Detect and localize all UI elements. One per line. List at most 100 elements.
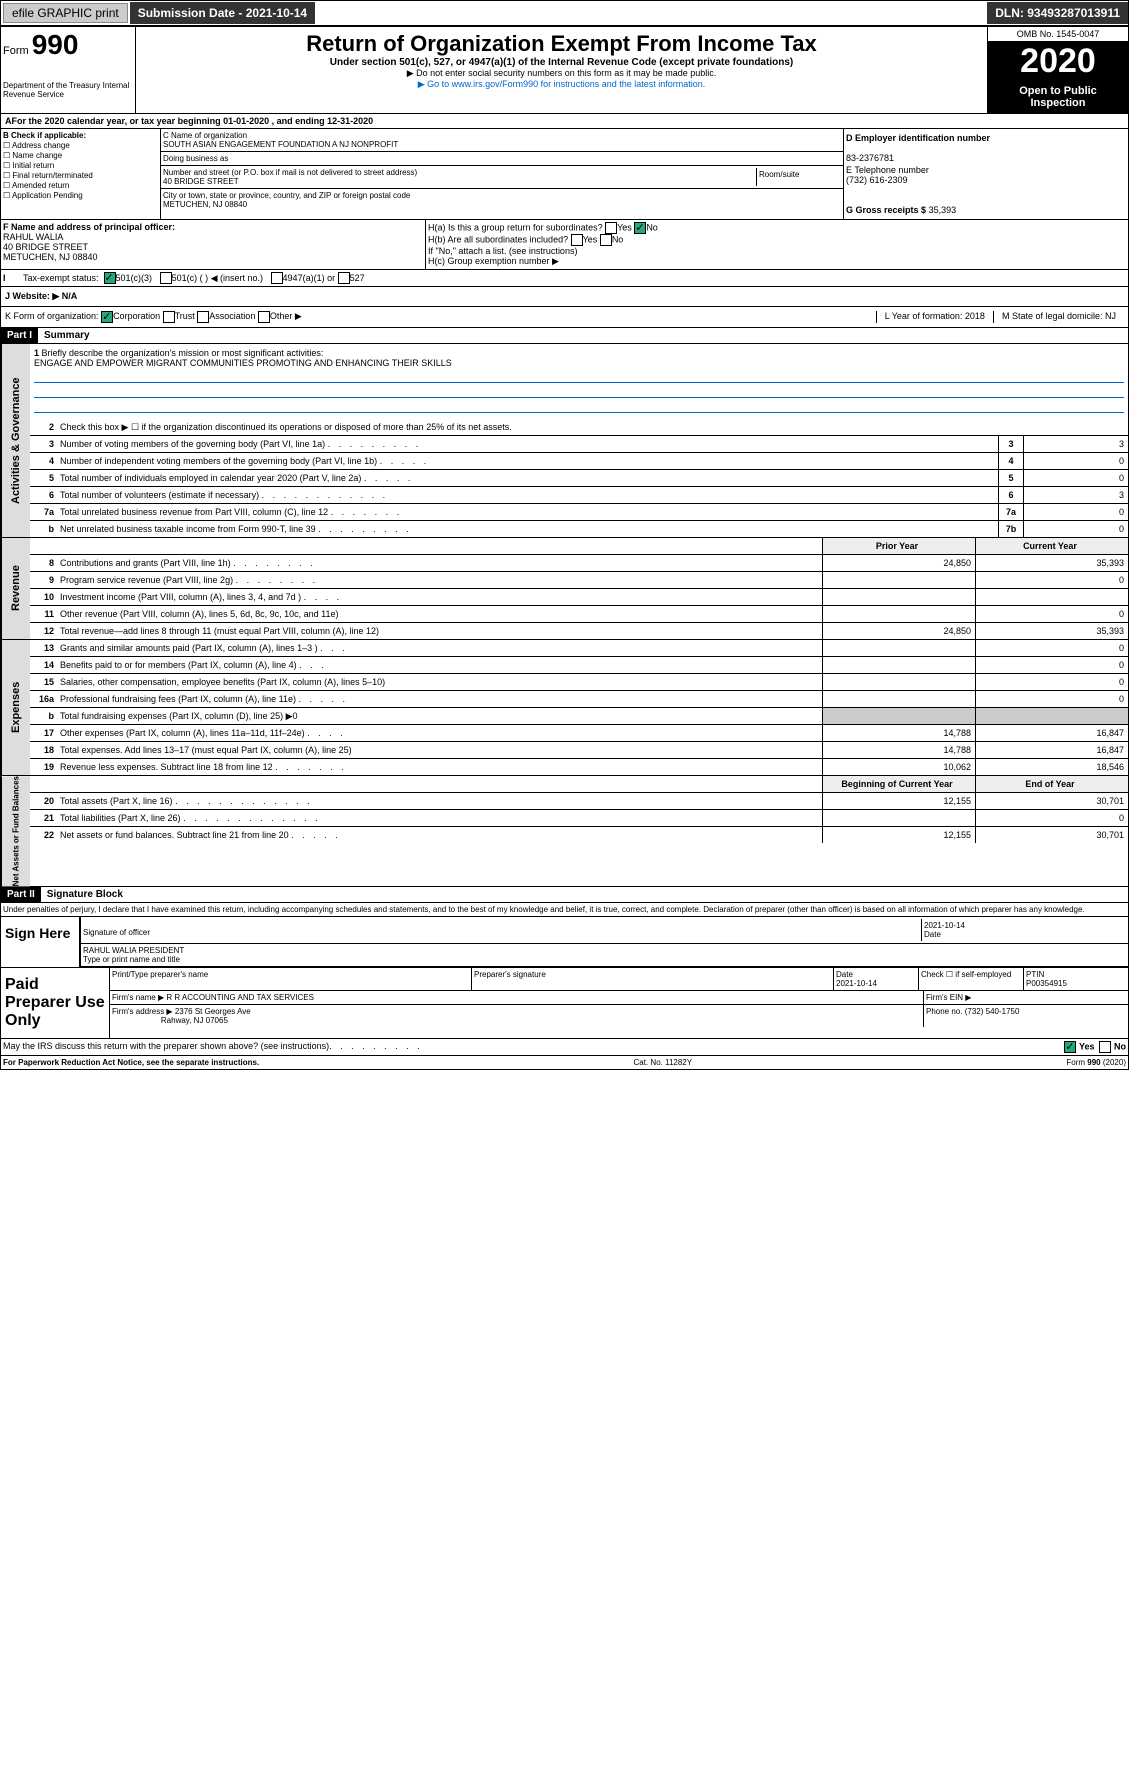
addr-label: Number and street (or P.O. box if mail i… (163, 168, 417, 177)
line21-cy: 0 (975, 810, 1128, 826)
hb-yes-check[interactable] (571, 234, 583, 246)
final-return-check[interactable]: ☐ Final return/terminated (3, 171, 158, 180)
line14-py (822, 657, 975, 673)
line8-py: 24,850 (822, 555, 975, 571)
firm-addr-label: Firm's address ▶ (112, 1007, 173, 1016)
line22-py: 12,155 (822, 827, 975, 843)
org-addr: 40 BRIDGE STREET (163, 177, 239, 186)
hc-label: H(c) Group exemption number ▶ (428, 256, 1126, 267)
line13-py (822, 640, 975, 656)
line19-py: 10,062 (822, 759, 975, 775)
line15-cy: 0 (975, 674, 1128, 690)
part1-label: Part I (1, 328, 38, 343)
gross-receipts: 35,393 (929, 205, 957, 215)
officer-name: RAHUL WALIA (3, 232, 63, 242)
line10: Investment income (Part VIII, column (A)… (60, 592, 301, 602)
line18-cy: 16,847 (975, 742, 1128, 758)
trust-check[interactable] (163, 311, 175, 323)
paid-preparer-row: Paid Preparer Use Only Print/Type prepar… (0, 968, 1129, 1039)
submission-date: Submission Date - 2021-10-14 (130, 2, 315, 24)
line16a: Professional fundraising fees (Part IX, … (60, 694, 296, 704)
assoc-check[interactable] (197, 311, 209, 323)
line13: Grants and similar amounts paid (Part IX… (60, 643, 318, 653)
line8-cy: 35,393 (975, 555, 1128, 571)
firm-phone-label: Phone no. (926, 1007, 962, 1016)
city-label: City or town, state or province, country… (163, 191, 410, 200)
website-value: N/A (62, 291, 78, 301)
corp-check[interactable] (101, 311, 113, 323)
website-row: J Website: ▶ N/A (0, 287, 1129, 307)
ptin-label: PTIN (1026, 970, 1044, 979)
discuss-row: May the IRS discuss this return with the… (0, 1039, 1129, 1056)
line12: Total revenue—add lines 8 through 11 (mu… (58, 624, 822, 638)
org-city: METUCHEN, NJ 08840 (163, 200, 247, 209)
ha-yes-check[interactable] (605, 222, 617, 234)
efile-label[interactable]: efile GRAPHIC print (3, 3, 128, 23)
other-check[interactable] (258, 311, 270, 323)
line2: Check this box ▶ ☐ if the organization d… (58, 420, 1128, 435)
officer-label: F Name and address of principal officer: (3, 222, 175, 232)
cat-no: Cat. No. 11282Y (634, 1058, 693, 1067)
line17-py: 14,788 (822, 725, 975, 741)
hb-no-check[interactable] (600, 234, 612, 246)
line12-cy: 35,393 (975, 623, 1128, 639)
netassets-tab: Net Assets or Fund Balances (1, 776, 30, 886)
tax-year: 2020 (988, 42, 1128, 81)
footer: For Paperwork Reduction Act Notice, see … (0, 1056, 1129, 1070)
mission-line (34, 370, 1124, 383)
efile-header: efile GRAPHIC print Submission Date - 20… (0, 0, 1129, 26)
org-name: SOUTH ASIAN ENGAGEMENT FOUNDATION A NJ N… (163, 140, 398, 149)
line16a-py (822, 691, 975, 707)
line4-val: 0 (1023, 453, 1128, 469)
form-header: Form 990 Department of the Treasury Inte… (0, 26, 1129, 114)
name-change-check[interactable]: ☐ Name change (3, 151, 158, 160)
part1-title: Summary (38, 328, 96, 343)
gross-receipts-label: G Gross receipts $ (846, 205, 926, 215)
line9: Program service revenue (Part VIII, line… (60, 575, 233, 585)
open-to-public: Open to Public Inspection (988, 81, 1128, 113)
eoy-hdr: End of Year (975, 776, 1128, 792)
sig-officer-label: Signature of officer (83, 928, 150, 937)
line19-cy: 18,546 (975, 759, 1128, 775)
discuss-no-check[interactable] (1099, 1041, 1111, 1053)
right-info-col: D Employer identification number83-23767… (844, 129, 1128, 219)
line7b: Net unrelated business taxable income fr… (60, 524, 316, 534)
sig-date-label: Date (924, 930, 941, 939)
self-emp-check[interactable]: Check ☐ if self-employed (919, 968, 1024, 990)
initial-return-check[interactable]: ☐ Initial return (3, 161, 158, 170)
line3: Number of voting members of the governin… (60, 439, 325, 449)
pending-check[interactable]: ☐ Application Pending (3, 191, 158, 200)
form-org-row: K Form of organization: Corporation Trus… (0, 307, 1129, 328)
mission-text: ENGAGE AND EMPOWER MIGRANT COMMUNITIES P… (34, 358, 452, 368)
501c-check[interactable] (160, 272, 172, 284)
amended-check[interactable]: ☐ Amended return (3, 181, 158, 190)
firm-name-label: Firm's name ▶ (112, 993, 164, 1002)
ssn-note: ▶ Do not enter social security numbers o… (140, 68, 983, 79)
discuss-text: May the IRS discuss this return with the… (3, 1041, 329, 1053)
irs-link[interactable]: ▶ Go to www.irs.gov/Form990 for instruct… (140, 79, 983, 90)
form-footer: Form 990 (2020) (1066, 1058, 1126, 1067)
tax-status-row: I Tax-exempt status: 501(c)(3) 501(c) ( … (0, 270, 1129, 287)
form-number: Form 990 (3, 29, 133, 61)
ha-no-check[interactable] (634, 222, 646, 234)
addr-change-check[interactable]: ☐ Address change (3, 141, 158, 150)
527-check[interactable] (338, 272, 350, 284)
line7b-val: 0 (1023, 521, 1128, 537)
line17: Other expenses (Part IX, column (A), lin… (60, 728, 305, 738)
org-info-row: B Check if applicable: ☐ Address change … (0, 129, 1129, 220)
check-applicable-col: B Check if applicable: ☐ Address change … (1, 129, 161, 219)
line16b-cy (975, 708, 1128, 724)
paid-preparer-label: Paid Preparer Use Only (1, 968, 109, 1038)
expenses-section: Expenses 13Grants and similar amounts pa… (0, 640, 1129, 776)
h-note: If "No," attach a list. (see instruction… (428, 246, 1126, 256)
line1-label: Briefly describe the organization's miss… (42, 348, 324, 358)
501c3-check[interactable] (104, 272, 116, 284)
officer-group-row: F Name and address of principal officer:… (0, 220, 1129, 270)
discuss-yes-check[interactable] (1064, 1041, 1076, 1053)
room-label: Room/suite (756, 168, 841, 186)
line15: Salaries, other compensation, employee b… (58, 675, 822, 689)
firm-city: Rahway, NJ 07065 (161, 1016, 228, 1025)
line16b-py (822, 708, 975, 724)
governance-tab: Activities & Governance (1, 344, 30, 537)
4947-check[interactable] (271, 272, 283, 284)
